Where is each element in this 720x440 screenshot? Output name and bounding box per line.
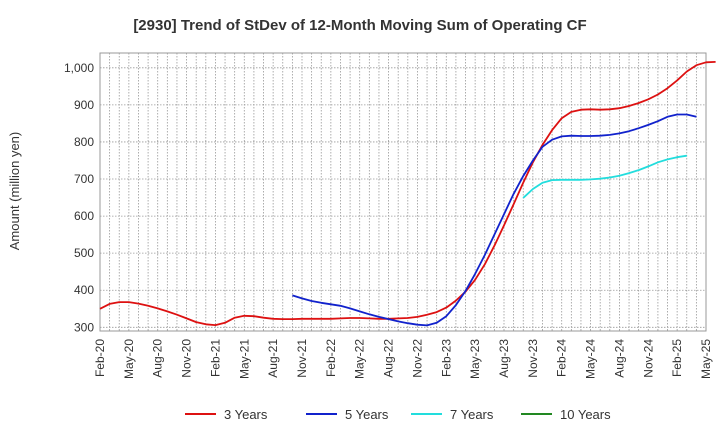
x-tick-label: May-23 (468, 339, 482, 379)
chart-title: [2930] Trend of StDev of 12-Month Moving… (133, 17, 586, 34)
y-axis-label: Amount (million yen) (7, 132, 22, 251)
x-tick-label: Feb-23 (439, 339, 453, 377)
x-tick-label: Aug-23 (497, 339, 511, 378)
y-tick-label: 600 (74, 209, 94, 223)
y-tick-label: 900 (74, 98, 94, 112)
plot-frame (99, 52, 707, 332)
y-tick-label: 700 (74, 172, 94, 186)
x-tick-label: May-20 (122, 339, 136, 379)
x-tick-label: Aug-22 (382, 339, 396, 378)
legend-label: 5 Years (345, 407, 389, 422)
x-tick-label: Feb-22 (324, 339, 338, 377)
legend-label: 7 Years (450, 407, 494, 422)
legend-label: 10 Years (560, 407, 611, 422)
y-tick-label: 500 (74, 246, 94, 260)
x-tick-label: Feb-25 (670, 339, 684, 377)
grid (100, 53, 706, 331)
y-tick-label: 800 (74, 135, 94, 149)
x-tick-label: Feb-20 (93, 339, 107, 377)
series-line-5-years (292, 113, 697, 327)
y-tick-label: 400 (74, 283, 94, 297)
x-tick-label: Nov-21 (295, 339, 309, 378)
x-tick-label: Feb-21 (208, 339, 222, 377)
series-layer (99, 61, 716, 327)
y-axis-ticks: 300 400 500 600 700 800 900 1,000 (64, 61, 94, 334)
x-tick-label: Aug-20 (151, 339, 165, 378)
legend: 3 Years 5 Years 7 Years 10 Years (185, 407, 611, 422)
legend-label: 3 Years (224, 407, 268, 422)
x-tick-label: Aug-21 (266, 339, 280, 378)
x-tick-label: Feb-24 (555, 339, 569, 377)
x-tick-label: May-22 (353, 339, 367, 379)
x-tick-label: Nov-23 (526, 339, 540, 378)
series-line-3-years (99, 61, 716, 327)
x-tick-label: Nov-24 (641, 339, 655, 378)
x-tick-label: May-24 (584, 339, 598, 379)
x-tick-label: May-25 (699, 339, 713, 379)
x-tick-label: Nov-22 (410, 339, 424, 378)
series-line-7-years (522, 154, 687, 199)
y-tick-label: 300 (74, 320, 94, 334)
y-tick-label: 1,000 (64, 61, 94, 75)
x-tick-label: Aug-24 (612, 339, 626, 378)
x-axis-ticks: Feb-20 May-20 Aug-20 Nov-20 Feb-21 May-21 Aug-… (93, 339, 713, 379)
x-tick-label: May-21 (237, 339, 251, 379)
x-tick-label: Nov-20 (180, 339, 194, 378)
plot-area (99, 52, 707, 332)
